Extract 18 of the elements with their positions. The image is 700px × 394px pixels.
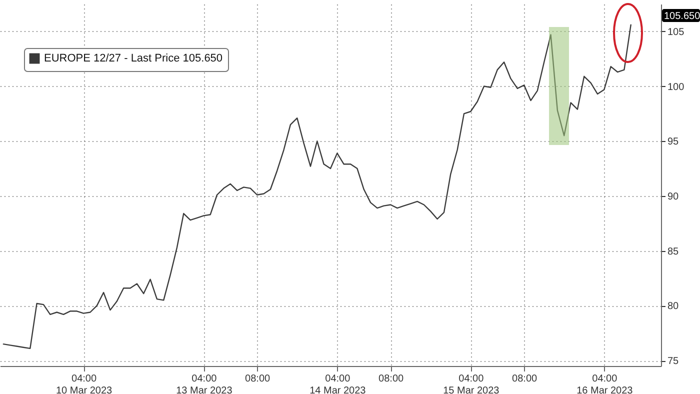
y-tick-label: 80	[668, 301, 680, 312]
x-tick-label: 08:00	[512, 374, 538, 384]
y-tick-label: 85	[668, 246, 680, 258]
y-tick-label: 90	[668, 191, 680, 202]
x-tick-label: 04:00 14 Mar 2023	[310, 374, 366, 394]
y-tick-label: 100	[668, 82, 685, 93]
text: 105.650	[664, 11, 700, 22]
x-tick-label: 08:00	[245, 374, 271, 384]
y-tick-label: 95	[668, 136, 680, 148]
x-tick-label: 04:00 15 Mar 2023	[443, 374, 500, 394]
x-tick-label: 04:00 13 Mar 2023	[176, 374, 233, 394]
x-tick-label: 08:00	[378, 374, 404, 384]
x-tick-label: 04:00 16 Mar 2023	[576, 374, 634, 394]
legend-label: EUROPE 12/27 - Last Price 105.650	[44, 52, 223, 64]
x-tick-label: 04:00 10 Mar 2023	[56, 374, 113, 394]
y-tick-label: 105	[668, 26, 685, 38]
line-series	[2, 24, 632, 350]
y-tick-label: 75	[668, 356, 680, 368]
